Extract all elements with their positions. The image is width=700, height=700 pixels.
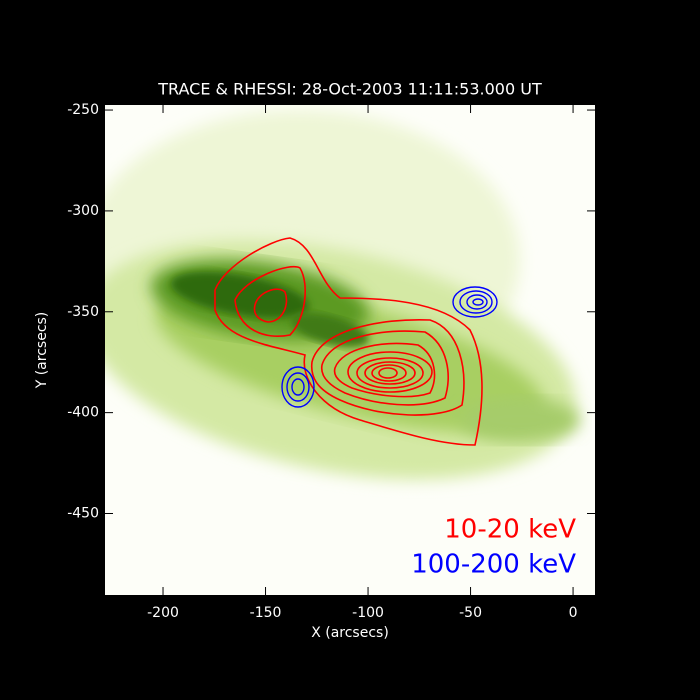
contour xyxy=(371,364,407,382)
contour xyxy=(291,378,305,396)
y-tick-label: -450 xyxy=(67,506,99,522)
y-tick-label: -300 xyxy=(67,203,99,219)
y-tick-label: -400 xyxy=(67,405,99,421)
y-tick-label: -350 xyxy=(67,304,99,320)
x-tick-label: -50 xyxy=(459,605,482,621)
contours-low xyxy=(214,237,483,446)
loop-core xyxy=(170,271,310,319)
contour xyxy=(310,318,465,416)
contour xyxy=(253,288,288,323)
x-tick-label: -200 xyxy=(147,605,179,621)
contour xyxy=(356,357,424,389)
contour xyxy=(378,367,398,379)
contour xyxy=(364,361,416,385)
contour xyxy=(286,372,310,402)
x-axis-label: X (arcsecs) xyxy=(311,625,389,641)
contour xyxy=(320,330,449,406)
contour xyxy=(452,286,498,318)
contour xyxy=(234,266,306,337)
contour xyxy=(347,351,433,393)
contour xyxy=(214,237,483,446)
contour xyxy=(281,366,315,408)
x-tick-label: -150 xyxy=(250,605,282,621)
glow xyxy=(460,398,580,442)
contour xyxy=(459,290,493,314)
contour xyxy=(333,342,436,398)
y-tick-label: -250 xyxy=(67,102,99,118)
x-tick-label: -100 xyxy=(352,605,384,621)
legend-entry: 10-20 keV xyxy=(444,515,576,545)
loop-core xyxy=(291,312,369,348)
x-tick-label: 0 xyxy=(569,605,578,621)
legend-entry: 100-200 keV xyxy=(411,550,576,580)
contour xyxy=(466,294,488,310)
contour xyxy=(472,298,484,306)
y-axis-label: Y (arcsecs) xyxy=(34,312,50,390)
chart-title: TRACE & RHESSI: 28-Oct-2003 11:11:53.000… xyxy=(157,80,542,99)
contours-high xyxy=(281,286,498,408)
